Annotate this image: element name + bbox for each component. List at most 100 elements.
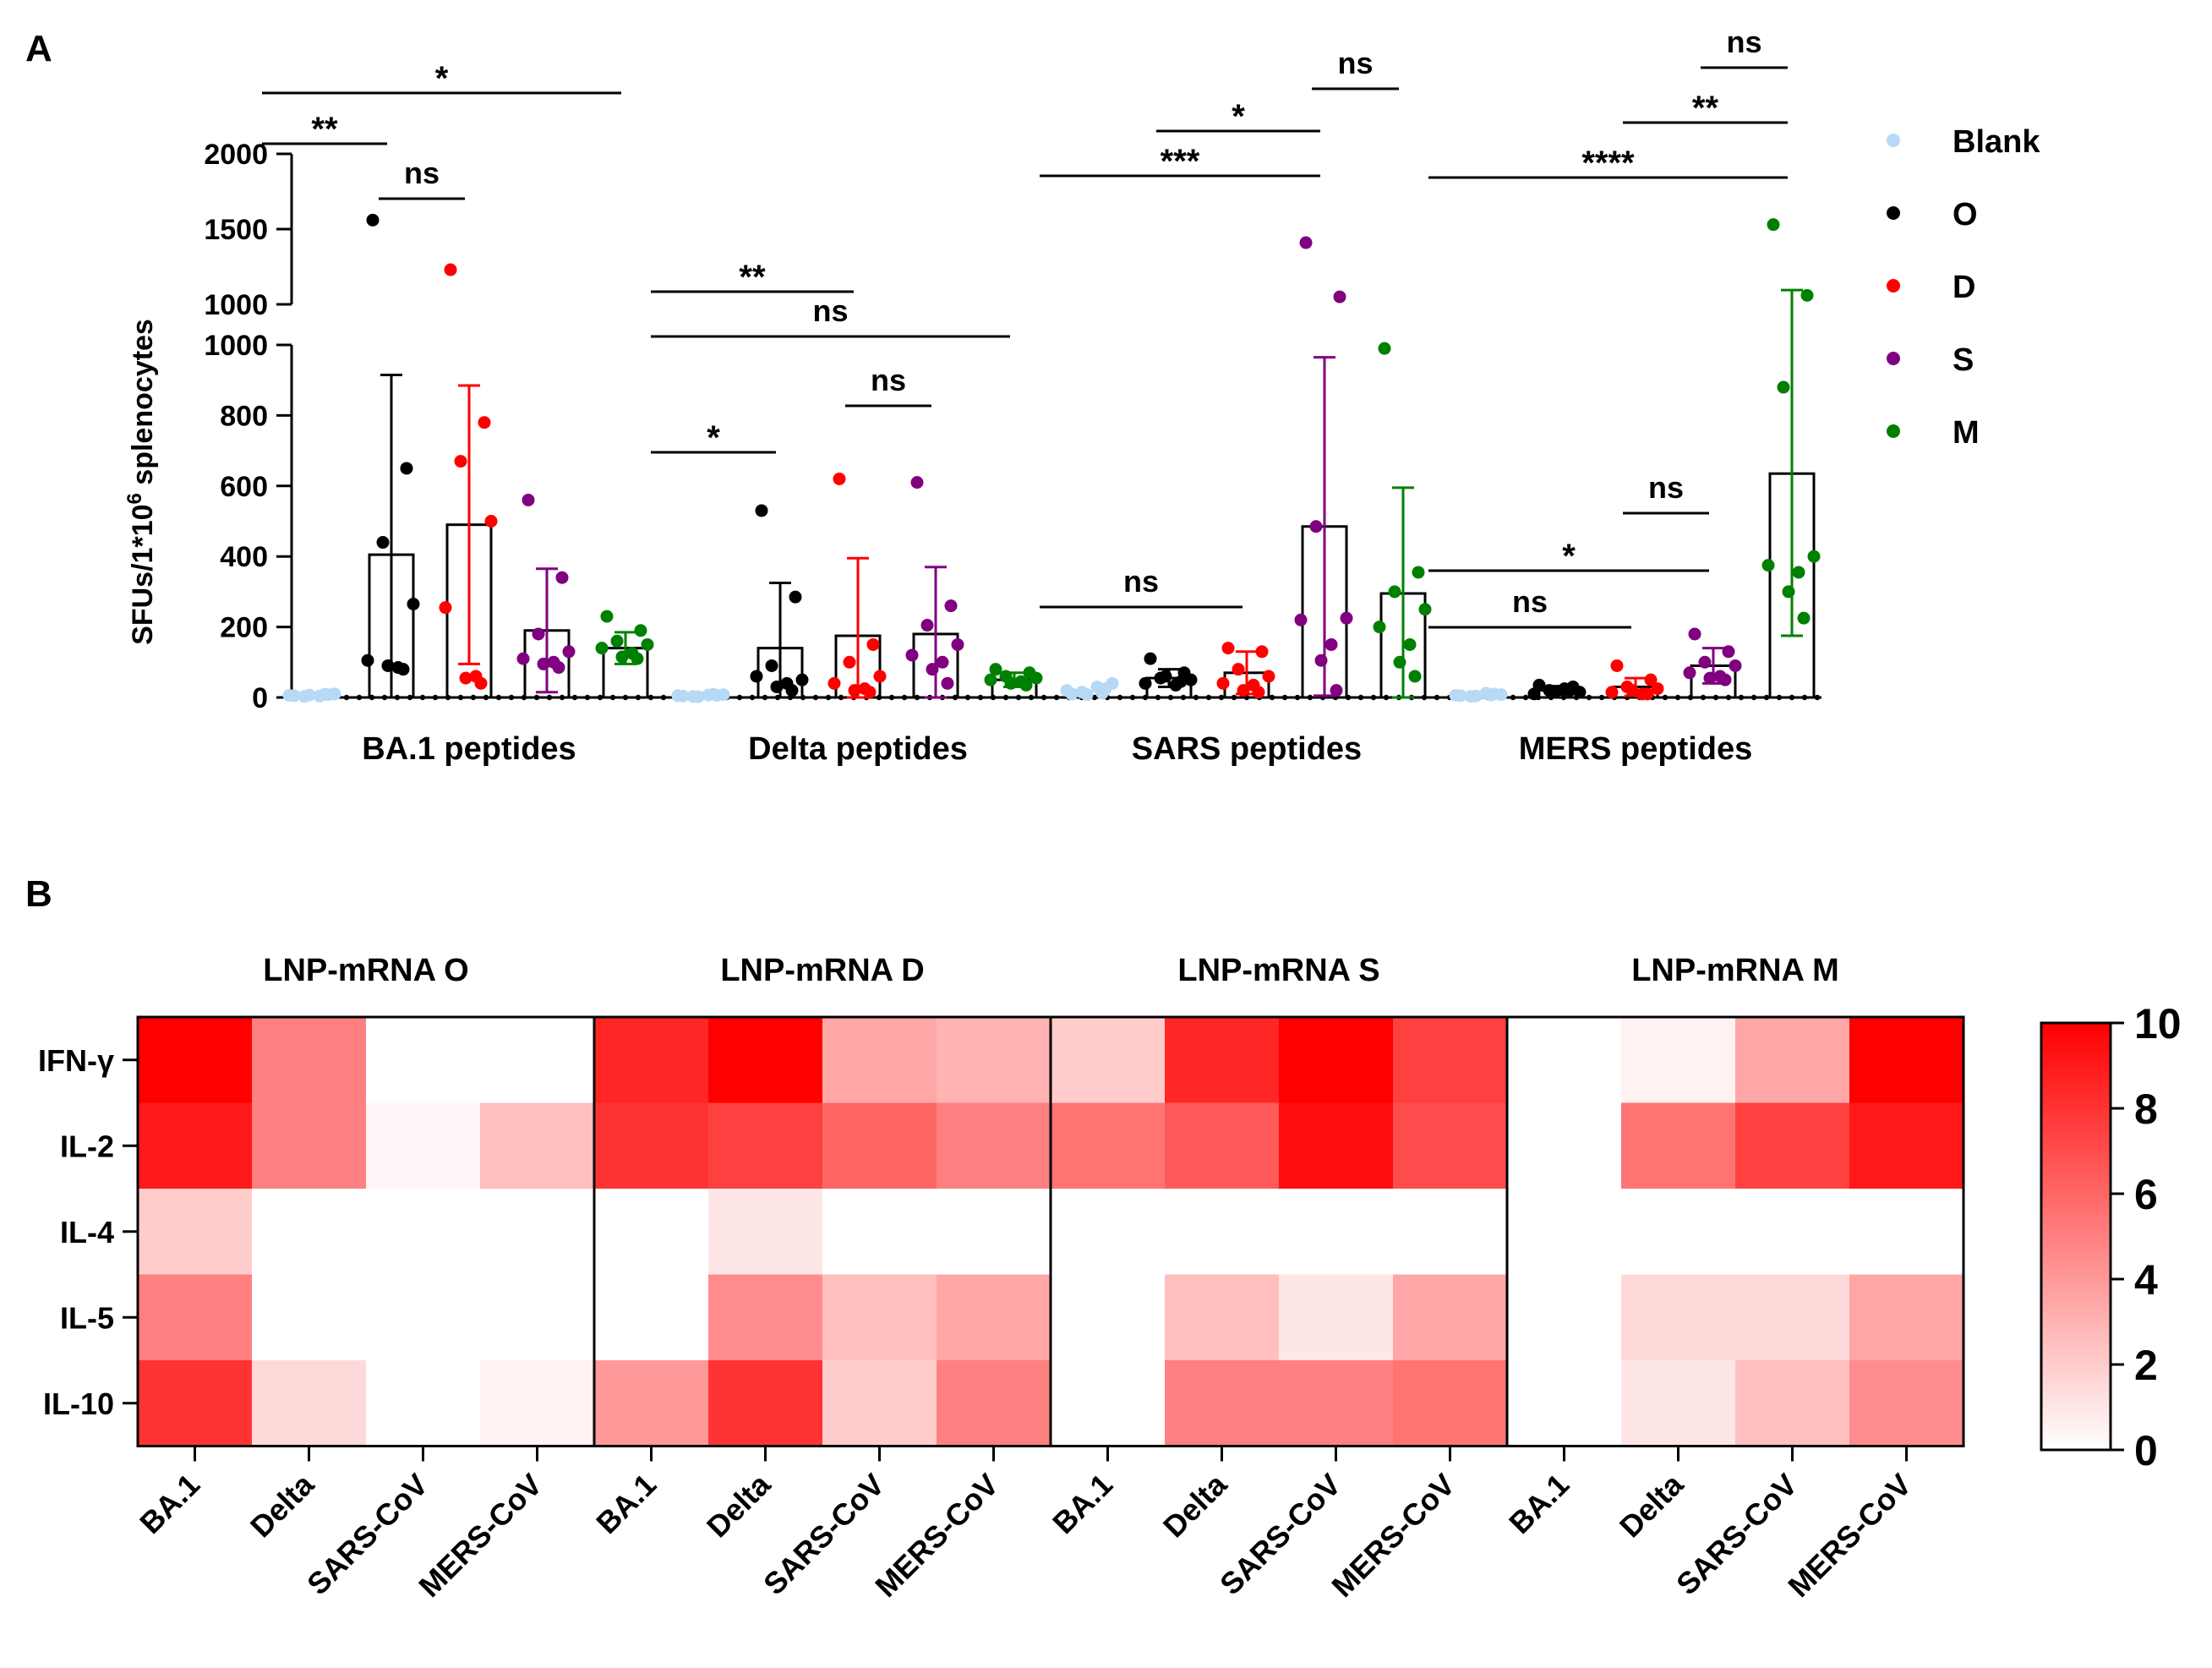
significance-label: ** [1692,90,1719,127]
data-point [1388,585,1401,599]
data-point [1641,687,1654,701]
heatmap-cell [708,1102,823,1189]
data-point [1019,678,1033,692]
data-point [873,670,887,683]
row-label: IL-2 [60,1129,114,1163]
heatmap-cell [1051,1017,1166,1103]
heatmap-cell [1507,1017,1622,1103]
data-point [361,654,374,667]
row-label: IL-10 [43,1386,114,1421]
data-point [833,472,846,485]
heatmap-cell [594,1360,709,1447]
significance-label: ** [739,259,766,296]
significance-label: * [1562,538,1576,575]
x-axis-dot [1091,694,1098,701]
y-tick-label: 200 [220,612,268,644]
data-point [1221,642,1235,655]
data-point [785,684,799,697]
data-point [1688,627,1701,641]
data-point [1324,637,1338,651]
x-axis-dot [1294,694,1301,701]
data-point [1703,671,1717,685]
heatmap-cell [1165,1360,1280,1447]
panel-a-label: A [25,28,52,69]
data-point [1309,520,1323,533]
heatmap-cell [252,1017,367,1103]
data-point [1314,654,1328,667]
data-point [1378,342,1391,355]
data-point [641,637,654,651]
heatmap-cell [480,1360,595,1447]
data-point [444,263,457,276]
significance-label: ns [1512,584,1548,619]
x-axis-dot [1434,694,1440,701]
data-point [1144,652,1157,665]
heatmap-cell [1393,1189,1508,1275]
heatmap-cell [822,1189,937,1275]
data-point [1106,676,1119,690]
data-point [866,637,880,651]
col-label: BA.1 [1046,1467,1119,1540]
data-point [1294,613,1308,626]
x-axis-dot [1193,694,1199,701]
data-point [765,659,778,672]
heatmap-cells [136,1015,1965,1447]
group-label: LNP-mRNA D [720,953,924,988]
legend-marker [1887,424,1900,438]
data-point [318,687,331,701]
heatmap-cell [1279,1360,1394,1447]
data-point [984,673,997,686]
y-tick-label: 1000 [204,330,268,362]
x-category-label: BA.1 peptides [362,731,576,767]
data-point [1095,686,1109,700]
group-label: LNP-mRNA M [1631,953,1839,988]
data-point [1718,673,1732,686]
y-tick-label: 1500 [204,214,268,246]
x-axis-dot [1117,694,1123,701]
col-label: MERS-CoV [412,1467,549,1604]
heatmap-cell [1507,1189,1622,1275]
data-point [1777,380,1790,394]
heatmap-cell [1849,1017,1964,1103]
heatmap-cell [1051,1102,1166,1189]
x-axis-dot [1522,694,1529,701]
x-category-label: Delta peptides [748,731,968,767]
heatmap-cell [1279,1189,1394,1275]
heatmap-cell [480,1274,595,1361]
col-label: Delta [1613,1466,1690,1544]
data-point [789,590,802,604]
data-point [951,637,964,651]
significance-label: * [707,419,720,457]
heatmap-cell [1735,1017,1850,1103]
data-point [407,597,420,610]
data-point [1484,688,1498,702]
x-axis-dot [812,694,819,701]
x-axis-dot [1129,694,1136,701]
data-point [595,642,609,655]
data-point [926,663,939,676]
heatmap-cell [366,1189,481,1275]
heatmap-cell [708,1017,823,1103]
significance-label: * [435,60,449,97]
data-point [1683,666,1696,680]
row-label: IL-4 [60,1215,114,1250]
data-point [827,676,841,690]
col-label: Delta [700,1466,778,1544]
significance-label: ** [311,111,338,148]
heatmap-cell [366,1360,481,1447]
legend-marker [1887,134,1900,147]
data-point [381,659,395,672]
heatmap-cell [1279,1274,1394,1361]
x-axis-dot [432,694,439,701]
data-point [989,663,1002,676]
data-point [1449,688,1462,702]
data-point [1393,655,1406,669]
heatmap-cell [1507,1102,1622,1189]
heatmap-cell [1393,1017,1508,1103]
data-point [1698,655,1712,669]
heatmap-cell [252,1274,367,1361]
significance-label: ns [1337,46,1373,80]
heatmap-cell [1051,1274,1166,1361]
data-point [1722,645,1735,659]
col-label: MERS-CoV [1324,1467,1461,1604]
